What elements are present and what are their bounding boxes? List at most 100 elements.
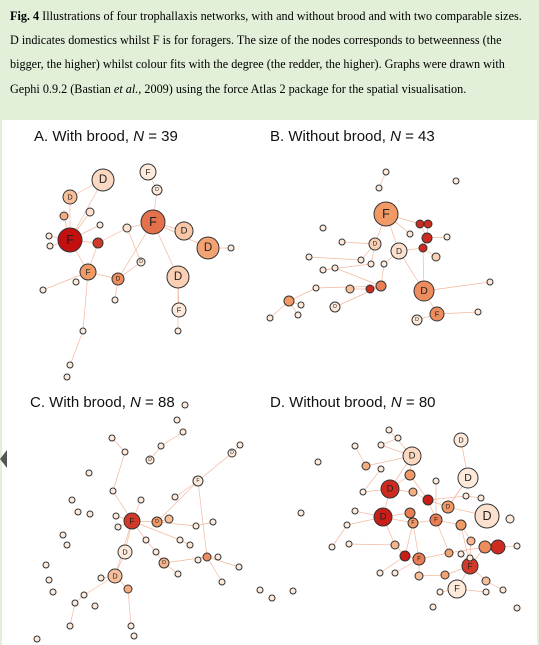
network-edge: [156, 480, 199, 523]
network-node: [123, 512, 141, 530]
figure-label: Fig. 4: [10, 9, 40, 23]
network-node: [96, 221, 104, 229]
network-node: [85, 207, 95, 217]
figure-frame: [0, 120, 539, 645]
network-edge: [127, 588, 132, 627]
network-node: [486, 278, 494, 286]
network-node: [42, 561, 50, 569]
caption-text-1: Illustrations of four trophallaxis netwo…: [10, 9, 522, 96]
network-node: [130, 632, 138, 640]
network-node: [218, 578, 226, 586]
network-node: [235, 563, 243, 571]
network-node: [109, 487, 117, 495]
network-node: [71, 599, 79, 607]
node-label: D: [380, 512, 387, 523]
network-node: [63, 541, 71, 549]
node-label: D: [155, 519, 159, 525]
network-node: [179, 428, 187, 436]
network-node: [466, 554, 474, 562]
network-node: [447, 579, 467, 599]
network-node: [63, 373, 71, 381]
network-node: [391, 569, 399, 577]
caption-text-2: , 2009) using the force Atlas 2 package …: [138, 81, 467, 96]
network-edge: [404, 522, 414, 557]
node-label: F: [85, 267, 90, 277]
network-node: [192, 475, 204, 487]
network-node: [328, 543, 336, 551]
network-node: [91, 168, 115, 192]
network-edge: [423, 281, 491, 292]
network-edge: [156, 521, 197, 527]
network-node: [390, 242, 408, 260]
network-node: [92, 237, 104, 249]
network-node: [319, 224, 327, 232]
network-node: [457, 467, 479, 489]
network-node: [46, 242, 54, 250]
network-node: [142, 536, 150, 544]
network-node: [209, 518, 217, 526]
network-node: [345, 284, 355, 294]
network-node: [39, 286, 47, 294]
node-label: F: [66, 233, 74, 247]
network-node: [319, 266, 327, 274]
network-node: [375, 184, 383, 192]
network-node: [399, 550, 411, 562]
node-label: D: [230, 450, 234, 456]
network-b: F D D D D F D: [266, 168, 494, 326]
network-node: [33, 635, 41, 643]
network-node: [404, 507, 416, 519]
node-label: D: [415, 317, 419, 323]
node-label: D: [204, 242, 212, 254]
node-label: F: [149, 215, 157, 229]
network-node: [158, 557, 170, 569]
network-node: [256, 586, 264, 594]
network-node: [62, 189, 78, 205]
network-node: [357, 256, 365, 264]
network-d: D D D D D D D F F F F F: [256, 426, 521, 612]
network-node: [164, 514, 174, 524]
network-node: [145, 455, 155, 465]
network-node: [196, 236, 220, 260]
network-node: [140, 209, 166, 235]
network-node: [490, 539, 506, 555]
network-node: [72, 278, 80, 286]
network-node: [79, 327, 87, 335]
network-node: [80, 591, 88, 599]
network-node: [186, 541, 194, 549]
network-node: [380, 260, 388, 268]
network-node: [151, 516, 163, 528]
network-node: [112, 512, 120, 520]
network-node: [283, 295, 295, 307]
network-node: [297, 301, 305, 309]
network-node: [457, 550, 465, 558]
node-label: F: [145, 167, 150, 177]
network-node: [111, 296, 119, 304]
network-edge: [331, 524, 348, 548]
node-label: D: [181, 226, 188, 237]
network-node: [157, 442, 165, 450]
network-node: [45, 232, 53, 240]
network-edge: [348, 543, 396, 546]
node-label: F: [129, 516, 134, 526]
network-node: [66, 361, 74, 369]
network-node: [365, 284, 375, 294]
node-label: D: [99, 174, 107, 186]
network-node: [421, 232, 433, 244]
network-edge: [197, 480, 208, 558]
network-node: [440, 570, 450, 580]
network-node: [431, 252, 441, 262]
network-node: [227, 448, 237, 458]
network-node: [297, 509, 305, 517]
network-node: [121, 448, 129, 456]
network-node: [74, 508, 82, 516]
network-edge: [82, 271, 89, 332]
network-node: [474, 308, 482, 316]
network-node: [127, 622, 135, 630]
network-node: [452, 177, 460, 185]
network-node: [107, 568, 123, 584]
node-label: D: [387, 484, 394, 495]
side-marker: [0, 450, 7, 468]
network-node: [423, 219, 433, 229]
network-edge: [206, 556, 240, 568]
node-label: D: [116, 276, 121, 283]
